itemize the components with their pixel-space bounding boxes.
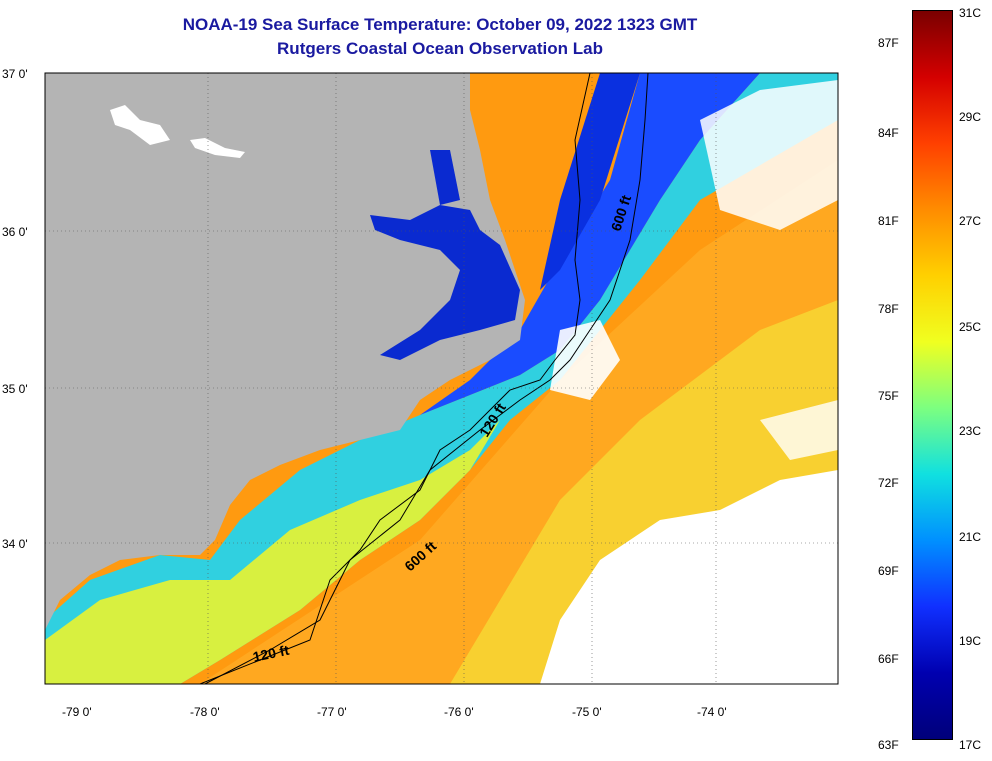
cb-f-63: 63F (878, 738, 899, 752)
lat-label-34: 34 0' (2, 537, 28, 551)
land-mass (45, 73, 525, 630)
cloud-cover (540, 80, 838, 684)
cb-f-75: 75F (878, 389, 899, 403)
contour-120ft (199, 73, 591, 684)
map-title: NOAA-19 Sea Surface Temperature: October… (182, 15, 698, 34)
map-subtitle: Rutgers Coastal Ocean Observation Lab (277, 39, 603, 58)
temperature-colorbar (912, 10, 953, 740)
cb-f-72: 72F (878, 476, 899, 490)
shelf-water (45, 73, 838, 684)
label-120ft-south: 120 ft (251, 642, 290, 665)
lon-label-77: -77 0' (317, 705, 347, 719)
lon-label-79: -79 0' (62, 705, 92, 719)
cb-c-21: 21C (959, 530, 982, 544)
lon-label-74: -74 0' (697, 705, 727, 719)
cb-f-84: 84F (878, 126, 899, 140)
cb-f-81: 81F (878, 214, 899, 228)
cb-c-27: 27C (959, 214, 982, 228)
lat-label-35: 35 0' (2, 382, 28, 396)
cb-f-78: 78F (878, 302, 899, 316)
graticule (45, 73, 838, 684)
lon-label-75: -75 0' (572, 705, 602, 719)
cb-f-87: 87F (878, 36, 899, 50)
cb-f-69: 69F (878, 564, 899, 578)
lon-label-76: -76 0' (444, 705, 474, 719)
cb-c-17: 17C (959, 738, 982, 752)
lat-label-37: 37 0' (2, 67, 28, 81)
cb-c-25: 25C (959, 320, 982, 334)
contour-600ft (204, 73, 649, 684)
cb-c-19: 19C (959, 634, 982, 648)
lon-label-78: -78 0' (190, 705, 220, 719)
cb-c-29: 29C (959, 110, 982, 124)
lat-label-36: 36 0' (2, 225, 28, 239)
cb-f-66: 66F (878, 652, 899, 666)
cb-c-23: 23C (959, 424, 982, 438)
cb-c-31: 31C (959, 6, 982, 20)
plot-frame (44, 72, 839, 685)
